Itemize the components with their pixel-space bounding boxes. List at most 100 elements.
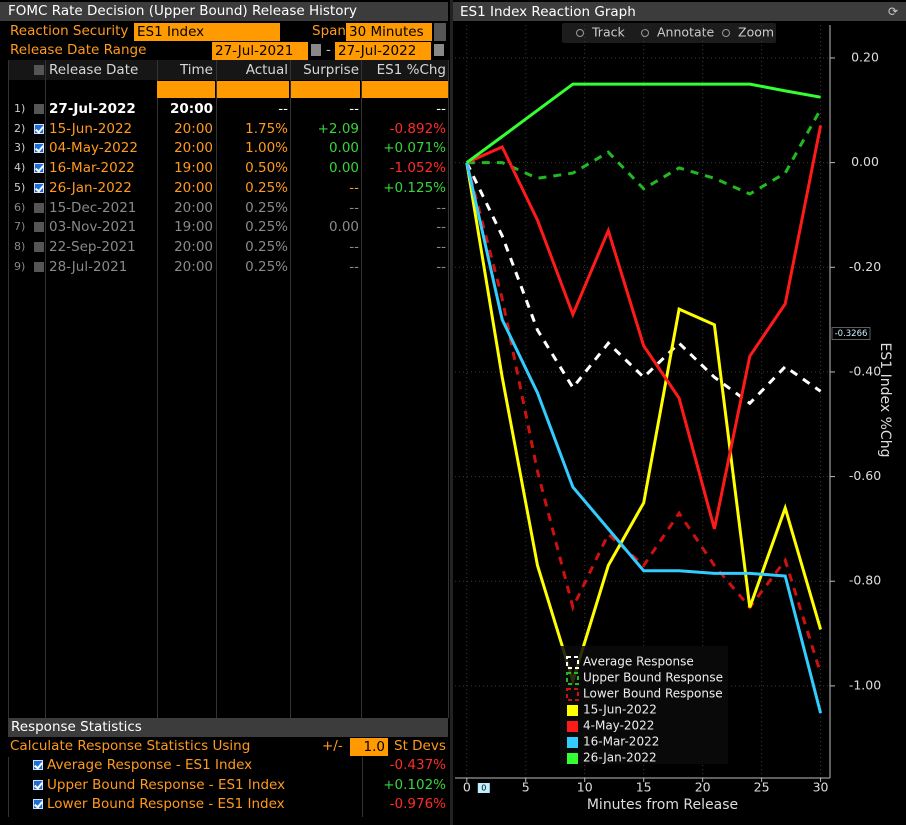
calendar[interactable] [311, 44, 321, 56]
stats-value: -0.437% [389, 757, 446, 773]
row-checkbox[interactable] [34, 182, 44, 193]
column-header: Actual [245, 62, 288, 78]
row-index: 3) [14, 141, 26, 155]
refresh-icon: ⟳ [888, 5, 898, 19]
table-cell: 0.50% [245, 160, 288, 177]
table-cell: 28-Jul-2021 [49, 258, 128, 275]
filter-cell[interactable] [217, 81, 289, 98]
column-header: Release Date [49, 62, 139, 78]
table-cell: 20:00 [174, 120, 213, 137]
table-cell: 0.25% [245, 219, 288, 236]
row-checkbox[interactable] [34, 241, 44, 252]
table-cell: 0.25% [245, 238, 288, 255]
table-cell: -- [349, 258, 359, 275]
row-index: 2) [14, 121, 26, 135]
title-bar: FOMC Rate Decision (Upper Bound) Release… [0, 2, 448, 21]
legend-label: 26-Jan-2022 [583, 751, 657, 765]
table-cell: 26-Jan-2022 [49, 179, 132, 196]
row-index: 7) [14, 220, 26, 234]
table-cell: 19:00 [174, 160, 213, 177]
table-cell: 20:00 [170, 101, 213, 117]
span-field[interactable]: 30 Minutes [346, 23, 432, 41]
date-to[interactable]: 27-Jul-2022 [335, 42, 431, 60]
column-header: Time [179, 62, 213, 78]
series-line [465, 82, 821, 164]
chart-title: ES1 Index Reaction Graph [460, 4, 636, 20]
y-tick-label: -0.20 [849, 259, 881, 274]
x-axis-title: Minutes from Release [587, 797, 738, 813]
row-index: 8) [14, 239, 26, 253]
table-cell: -- [349, 199, 359, 216]
table-cell: -- [436, 219, 446, 236]
table-cell: 15-Jun-2022 [49, 120, 133, 137]
separator: - [326, 42, 331, 58]
x-tick-label: 5 [522, 780, 530, 795]
row-checkbox[interactable] [34, 143, 44, 154]
calendar[interactable] [434, 44, 444, 56]
series-line [465, 161, 822, 406]
stats-checkbox[interactable] [33, 799, 43, 809]
toolbar [562, 23, 776, 43]
row-checkbox[interactable] [34, 163, 44, 174]
table-cell: -- [436, 101, 446, 117]
table-cell: 20:00 [174, 179, 213, 196]
x-tick-label: 15 [636, 780, 652, 795]
date-from[interactable]: 27-Jul-2021 [212, 42, 308, 60]
label: +/- [322, 738, 343, 754]
select-all-checkbox[interactable] [34, 65, 44, 75]
table-cell: +0.071% [383, 140, 446, 157]
row-checkbox[interactable] [34, 123, 44, 134]
stats-checkbox[interactable] [33, 760, 43, 770]
table-cell: 03-Nov-2021 [49, 219, 137, 236]
panel-divider [450, 0, 453, 825]
x-tick-label: 10 [577, 780, 593, 795]
column-divider [290, 60, 291, 718]
table-cell: 0.00 [328, 160, 359, 177]
table-cell: 16-Mar-2022 [49, 160, 135, 177]
stats-checkbox[interactable] [33, 779, 43, 790]
row-checkbox[interactable] [34, 222, 44, 233]
table-header-bg [8, 60, 448, 80]
table-cell: 19:00 [174, 219, 213, 236]
st-devs-field[interactable]: 1.0 [350, 738, 388, 756]
row-index: 1) [14, 102, 26, 115]
column-divider [361, 60, 362, 718]
dropdown[interactable] [434, 23, 446, 41]
reaction-graph: ES1 Index Reaction Graph ⟳ Track Annotate Zo… [450, 0, 906, 825]
row-index: 5) [14, 180, 26, 194]
toolbar-button[interactable]: Annotate [657, 25, 715, 40]
filter-cell[interactable] [362, 81, 448, 98]
row-index: 4) [14, 161, 26, 175]
crosshair-x-label: 0 [481, 784, 486, 793]
label: Reaction Security [10, 23, 129, 39]
row-checkbox[interactable] [34, 104, 44, 114]
x-tick-label: 25 [754, 780, 770, 795]
table-cell: 20:00 [174, 140, 213, 157]
table-cell: 0.25% [245, 179, 288, 196]
table-cell: -0.892% [389, 120, 446, 137]
row-checkbox[interactable] [34, 202, 44, 213]
table-cell: +0.125% [383, 179, 446, 196]
stats-value: +0.102% [383, 776, 446, 793]
column-divider [157, 60, 158, 718]
toolbar-icon [722, 29, 730, 37]
table-cell: 1.75% [245, 120, 288, 137]
table-cell: 27-Jul-2022 [49, 101, 136, 117]
crosshair-y-tag [831, 327, 871, 340]
toolbar-button[interactable]: Track [591, 25, 625, 40]
filter-cell[interactable] [291, 81, 360, 98]
filter-cell[interactable] [157, 81, 215, 98]
column-divider [448, 60, 449, 718]
column-divider [216, 60, 217, 718]
legend-label: Average Response [583, 655, 694, 669]
toolbar-button[interactable]: Zoom [738, 25, 774, 40]
security-field[interactable]: ES1 Index [134, 23, 280, 41]
table-cell: -- [349, 238, 359, 255]
table-cell: 22-Sep-2021 [49, 238, 136, 255]
legend-box [560, 646, 728, 764]
y-tick-label: -0.80 [849, 573, 881, 588]
series-line [466, 125, 823, 530]
stats-value: -0.976% [389, 796, 446, 812]
row-checkbox[interactable] [34, 261, 44, 272]
